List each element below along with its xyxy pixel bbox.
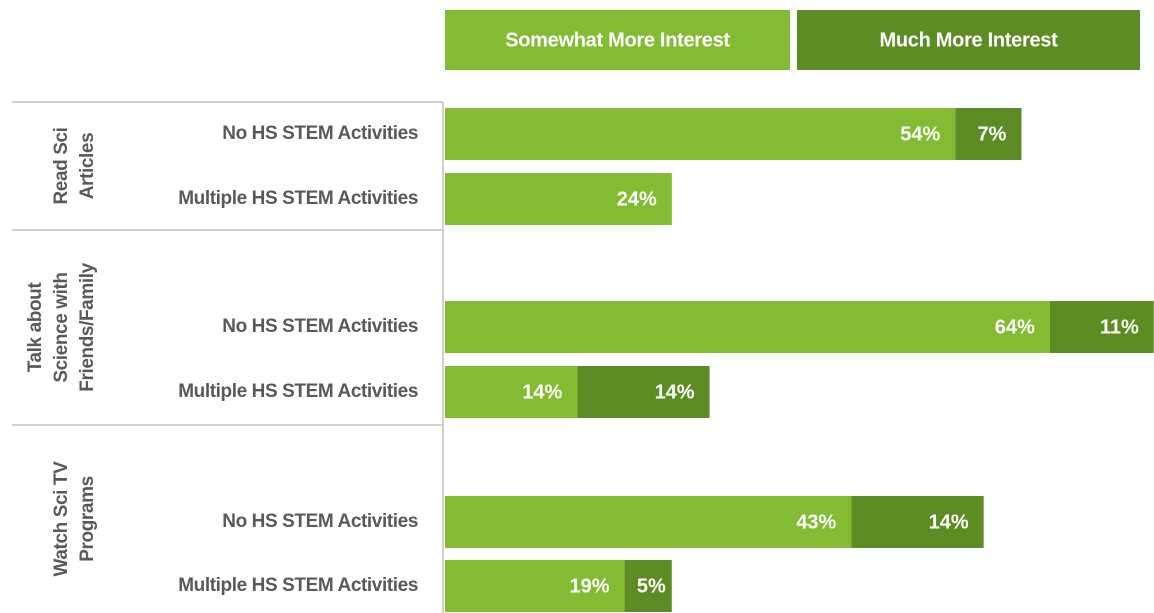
bar-segment: [445, 560, 625, 612]
bar-segment: [445, 366, 578, 418]
data-label: 11%: [1100, 316, 1139, 338]
category-label: No HS STEM Activities: [222, 123, 418, 144]
data-label: 14%: [522, 381, 562, 403]
category-label: No HS STEM Activities: [222, 316, 418, 337]
group-label: Programs: [77, 476, 98, 562]
bar-segment: [577, 366, 710, 418]
bar-segment: [445, 108, 956, 160]
data-label: 7%: [978, 123, 1007, 145]
category-label: No HS STEM Activities: [222, 511, 418, 532]
category-label: Multiple HS STEM Activities: [178, 381, 418, 402]
data-label: 64%: [995, 316, 1035, 338]
data-label: 14%: [929, 511, 969, 533]
bar-segment: [445, 173, 672, 225]
group-label: Read Sci: [51, 127, 72, 204]
group-label: Science with: [51, 272, 72, 382]
data-label: 5%: [637, 575, 666, 597]
bar-segment: [445, 496, 852, 548]
legend-label: Much More Interest: [880, 29, 1059, 51]
group-label: Friends/Family: [77, 262, 98, 391]
data-label: 24%: [617, 188, 657, 210]
group-label: Watch Sci TV: [51, 461, 72, 577]
legend-swatch: [797, 10, 1140, 70]
data-label: 14%: [655, 381, 695, 403]
category-label: Multiple HS STEM Activities: [178, 575, 418, 596]
data-label: 43%: [796, 511, 836, 533]
bar-segment: [851, 496, 984, 548]
data-label: 54%: [900, 123, 940, 145]
legend-swatch: [445, 10, 790, 70]
data-label: 19%: [570, 575, 610, 597]
legend-label: Somewhat More Interest: [505, 29, 730, 51]
bar-segment: [1049, 301, 1154, 353]
bar-segment: [955, 108, 1022, 160]
bar-segment: [624, 560, 672, 612]
group-label: Talk about: [25, 282, 46, 373]
group-label: Articles: [77, 133, 98, 200]
bar-segment: [445, 301, 1050, 353]
category-label: Multiple HS STEM Activities: [178, 188, 418, 209]
